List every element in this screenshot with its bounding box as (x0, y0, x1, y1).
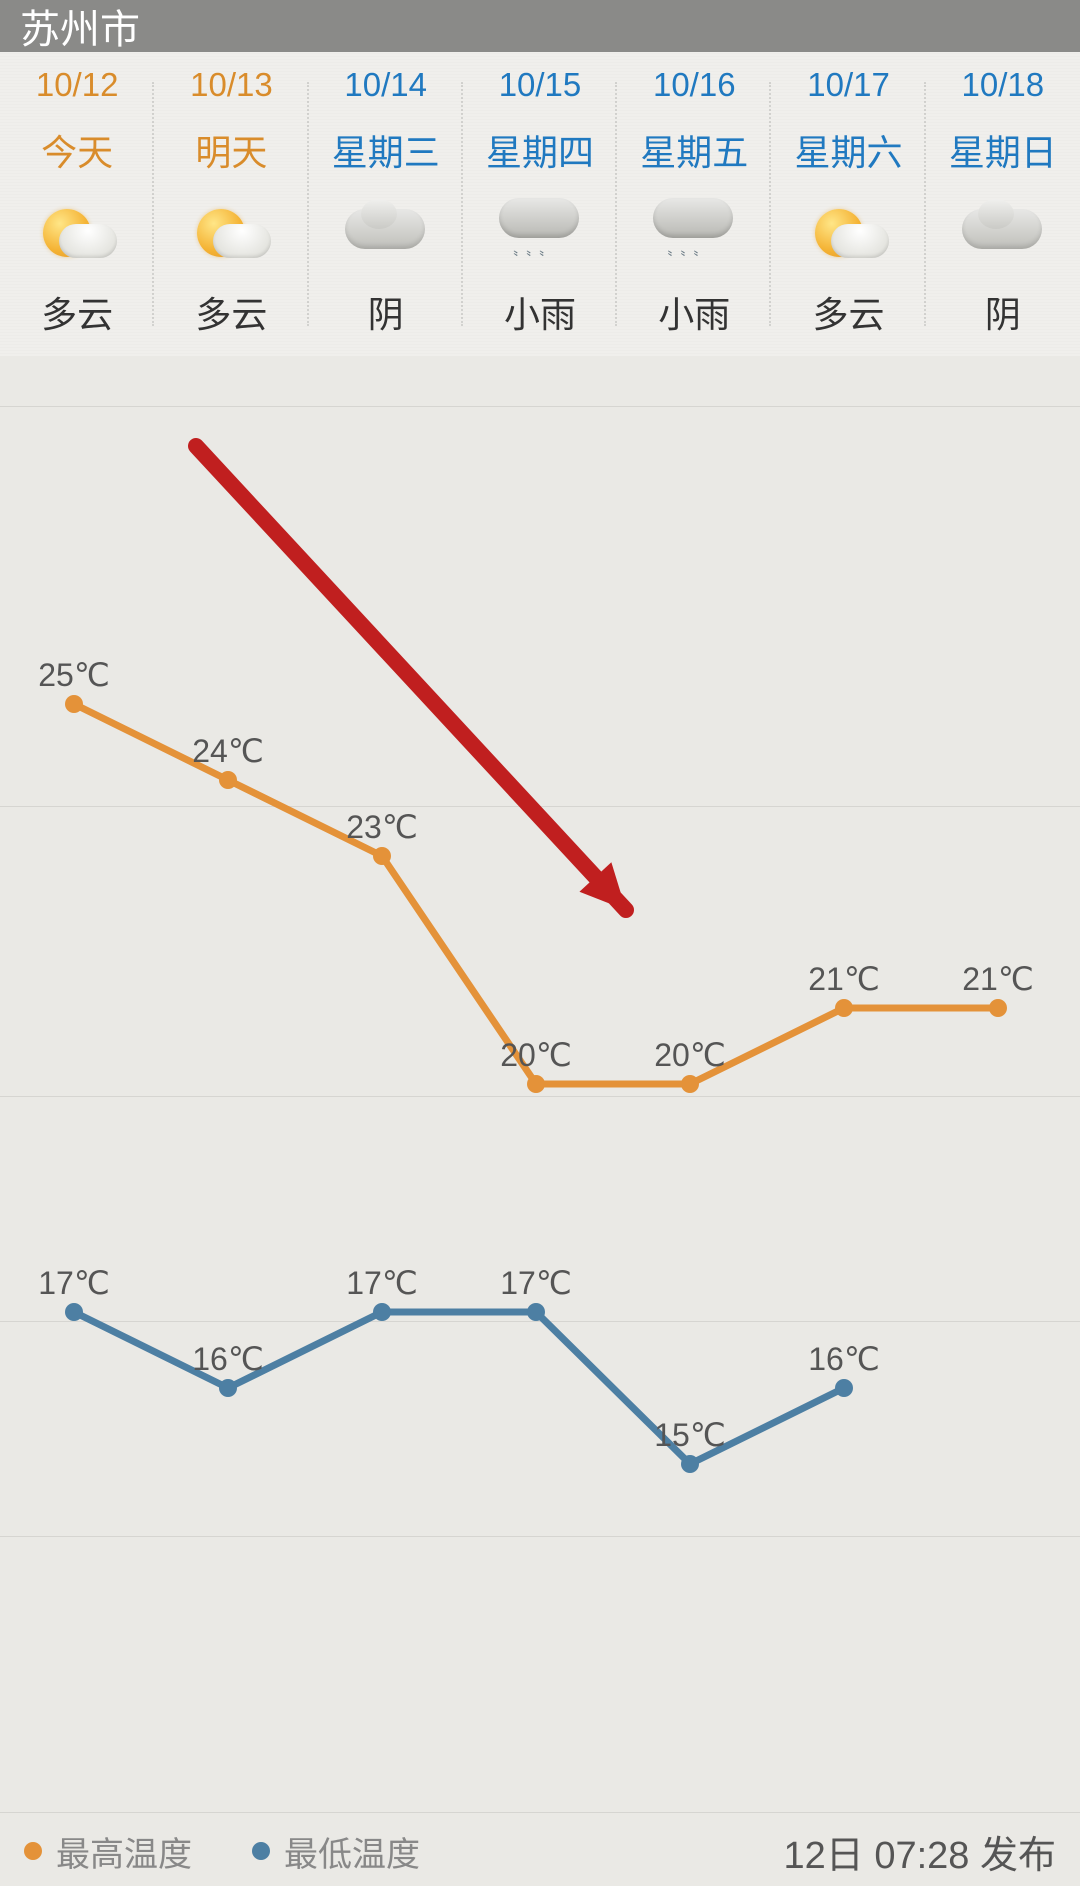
forecast-date: 10/14 (309, 66, 463, 104)
forecast-condition: 多云 (771, 286, 925, 338)
forecast-date: 10/13 (154, 66, 308, 104)
temperature-series-low (74, 1312, 844, 1464)
overcast-icon (958, 199, 1048, 259)
temperature-point (373, 1303, 391, 1321)
forecast-date: 10/16 (617, 66, 771, 104)
forecast-day[interactable]: 10/14 星期三阴 (309, 52, 463, 356)
forecast-dayname: 星期日 (926, 124, 1080, 176)
legend-item: 最高温度 (24, 1827, 192, 1876)
publish-time: 12日 07:28 发布 (784, 1824, 1056, 1879)
forecast-day[interactable]: 10/13 明天多云 (154, 52, 308, 356)
temperature-point (65, 1303, 83, 1321)
temperature-label: 23℃ (346, 809, 418, 845)
temperature-chart: 25℃ 24℃ 23℃ 20℃ 20℃ 21℃ 21℃ 17℃ 16℃ 17℃ 17℃ 15℃ 16℃ (0, 356, 1080, 1886)
temperature-label: 25℃ (38, 657, 110, 693)
legend-dot-icon (252, 1842, 270, 1860)
overcast-icon (341, 199, 431, 259)
partly-cloudy-icon (191, 194, 271, 264)
forecast-dayname: 明天 (154, 124, 308, 176)
forecast-condition: 小雨 (463, 286, 617, 338)
temperature-label: 16℃ (808, 1341, 880, 1377)
partly-cloudy-icon (809, 194, 889, 264)
temperature-label: 24℃ (192, 733, 264, 769)
legend-label: 最高温度 (56, 1827, 192, 1876)
forecast-dayname: 星期三 (309, 124, 463, 176)
legend-dot-icon (24, 1842, 42, 1860)
temperature-label: 21℃ (808, 961, 880, 997)
light-rain-icon: 〟〟〟 (649, 194, 739, 264)
temperature-label: 21℃ (962, 961, 1034, 997)
legend-label: 最低温度 (284, 1827, 420, 1876)
chart-legend: 最高温度 最低温度 12日 07:28 发布 (0, 1816, 1080, 1886)
forecast-dayname: 星期四 (463, 124, 617, 176)
forecast-date: 10/12 (0, 66, 154, 104)
forecast-day[interactable]: 10/17 星期六多云 (771, 52, 925, 356)
temperature-label: 17℃ (346, 1265, 418, 1301)
forecast-row: 10/12今天多云10/13明天多云10/14星期三阴10/15星期四〟〟〟小雨… (0, 52, 1080, 356)
temperature-point (681, 1455, 699, 1473)
forecast-dayname: 星期六 (771, 124, 925, 176)
temperature-point (989, 999, 1007, 1017)
city-header: 苏州市 (0, 0, 1080, 52)
forecast-condition: 多云 (154, 286, 308, 338)
forecast-condition: 小雨 (617, 286, 771, 338)
forecast-condition: 阴 (309, 286, 463, 338)
legend-item: 最低温度 (252, 1827, 420, 1876)
forecast-date: 10/17 (771, 66, 925, 104)
temperature-label: 20℃ (654, 1037, 726, 1073)
temperature-point (219, 771, 237, 789)
temperature-point (835, 999, 853, 1017)
forecast-condition: 多云 (0, 286, 154, 338)
temperature-point (835, 1379, 853, 1397)
temperature-point (527, 1303, 545, 1321)
forecast-condition: 阴 (926, 286, 1080, 338)
temperature-point (219, 1379, 237, 1397)
temperature-label: 16℃ (192, 1341, 264, 1377)
temperature-point (681, 1075, 699, 1093)
forecast-date: 10/18 (926, 66, 1080, 104)
temperature-label: 17℃ (500, 1265, 572, 1301)
forecast-day[interactable]: 10/16 星期五〟〟〟小雨 (617, 52, 771, 356)
forecast-dayname: 星期五 (617, 124, 771, 176)
temperature-chart-area: 25℃ 24℃ 23℃ 20℃ 20℃ 21℃ 21℃ 17℃ 16℃ 17℃ 17℃ 15℃ 16℃ 最… (0, 356, 1080, 1886)
forecast-dayname: 今天 (0, 124, 154, 176)
temperature-label: 20℃ (500, 1037, 572, 1073)
temperature-label: 15℃ (654, 1417, 726, 1453)
city-name: 苏州市 (20, 0, 140, 55)
forecast-day[interactable]: 10/18 星期日阴 (926, 52, 1080, 356)
temperature-point (65, 695, 83, 713)
temperature-label: 17℃ (38, 1265, 110, 1301)
forecast-date: 10/15 (463, 66, 617, 104)
light-rain-icon: 〟〟〟 (495, 194, 585, 264)
temperature-point (527, 1075, 545, 1093)
forecast-day[interactable]: 10/12 今天多云 (0, 52, 154, 356)
partly-cloudy-icon (37, 194, 117, 264)
forecast-day[interactable]: 10/15 星期四〟〟〟小雨 (463, 52, 617, 356)
temperature-point (373, 847, 391, 865)
